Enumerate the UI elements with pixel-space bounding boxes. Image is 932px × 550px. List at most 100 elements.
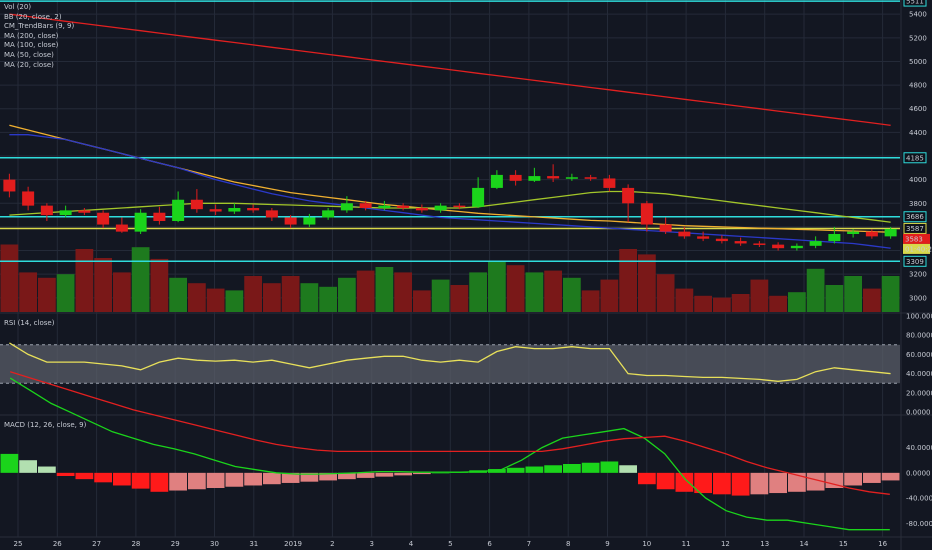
macd-hist-bar: [694, 472, 712, 494]
volume-bar: [319, 286, 337, 312]
macd-hist-bar: [375, 472, 394, 477]
volume-bar: [188, 283, 206, 312]
candle-body: [884, 228, 897, 237]
level-badge-label: 4185: [906, 154, 924, 162]
volume-bar: [450, 285, 469, 312]
candle-body: [509, 174, 522, 181]
legend-vol[interactable]: Vol (20): [4, 3, 32, 11]
volume-bar: [788, 292, 806, 312]
macd-pane: [0, 371, 900, 531]
rsi-line: [9, 342, 891, 382]
volume-bar: [38, 277, 56, 312]
level-badge-label: 3587: [906, 225, 924, 233]
volume-bar: [0, 244, 19, 312]
candle-body: [397, 205, 410, 208]
legend-ma100[interactable]: MA (100, close): [4, 41, 59, 50]
volume-bar: [150, 258, 169, 312]
macd-hist-bar: [525, 466, 544, 473]
volume-bar: [375, 267, 394, 312]
volume-bar: [581, 290, 600, 312]
volume-bar: [244, 276, 262, 312]
candle-body: [359, 203, 372, 208]
macd-hist-bar: [806, 472, 825, 491]
level-badge: [903, 211, 927, 223]
candle-body: [78, 210, 91, 213]
macd-tick-label: 0.0000: [906, 469, 931, 477]
rsi-legend[interactable]: RSI (14, close): [4, 319, 55, 327]
legend-ma200[interactable]: MA (200, close): [4, 31, 59, 40]
rsi-tick-label: 0.0000: [906, 409, 931, 417]
candle-body: [378, 205, 391, 208]
volume-bar: [544, 270, 562, 312]
macd-hist-bar: [788, 472, 806, 492]
candle-body: [284, 217, 297, 225]
macd-hist-bar: [506, 467, 525, 473]
macd-hist-bar: [675, 472, 694, 492]
candle-body: [209, 209, 222, 212]
time-tick-label: 8: [566, 540, 570, 548]
macd-hist-bar: [19, 460, 37, 473]
candle-body: [453, 205, 466, 208]
macd-hist-bar: [713, 472, 731, 495]
rsi-tick-label: 20.0000: [906, 389, 932, 397]
macd-line: [9, 377, 890, 531]
candle-body: [790, 245, 803, 249]
legend-trendbars[interactable]: CM_TrendBars (9, 9): [4, 22, 75, 31]
volume-bar: [769, 295, 787, 312]
macd-hist-bar: [188, 472, 206, 490]
macd-hist-bar: [94, 472, 112, 483]
macd-legend[interactable]: MACD (12, 26, close, 9): [4, 421, 87, 429]
rsi-tick-label: 100.0000: [906, 313, 932, 321]
candle-body: [134, 212, 147, 232]
candle-body: [265, 210, 278, 218]
volume-bar: [694, 295, 712, 312]
legend-ma50[interactable]: MA (50, close): [4, 50, 54, 59]
volume-bar: [488, 261, 506, 312]
candle-body: [697, 236, 710, 239]
candle-body: [153, 212, 166, 221]
candle-body: [547, 176, 560, 179]
price-badge: [903, 233, 930, 244]
volume-bar: [206, 288, 225, 312]
level-badge-label: 5511: [906, 0, 924, 6]
legend-ma20[interactable]: MA (20, close): [4, 60, 54, 69]
candle-body: [847, 231, 860, 234]
volume-bar: [619, 249, 637, 312]
level-badge: [903, 0, 927, 7]
candle-body: [172, 199, 185, 221]
candle-body: [115, 224, 128, 232]
price-tick-label: 3800: [909, 200, 927, 208]
candle-body: [228, 208, 241, 212]
volume-bar: [131, 247, 150, 312]
time-tick-label: 3: [369, 540, 373, 548]
candle-body: [40, 205, 53, 216]
level-badge-label: 3686: [906, 213, 924, 221]
candle-body: [753, 243, 766, 245]
price-badge-label: 01:40:29: [905, 245, 932, 253]
macd-hist-bar: [169, 472, 187, 491]
macd-hist-bar: [394, 472, 412, 476]
macd-hist-bar: [131, 472, 150, 489]
price-tick-label: 4600: [909, 105, 927, 113]
time-tick-label: 9: [605, 540, 609, 548]
candle-body: [434, 205, 447, 211]
ma20-line: [9, 190, 891, 223]
price-tick-label: 5200: [909, 34, 927, 42]
time-tick-label: 26: [53, 540, 62, 548]
macd-hist-bar: [488, 469, 506, 473]
volume-bar: [656, 274, 675, 312]
macd-hist-bar: [225, 472, 244, 487]
price-tick-label: 4800: [909, 82, 927, 90]
macd-hist-bar: [0, 453, 19, 473]
rsi-tick-label: 60.0000: [906, 351, 932, 359]
candle-body: [472, 187, 485, 207]
legend-bb[interactable]: BB (20, close, 2): [4, 12, 62, 21]
candle-body: [809, 241, 822, 246]
macd-hist-bar: [319, 472, 337, 481]
ma200-line: [9, 13, 891, 126]
macd-hist-bar: [581, 462, 600, 473]
price-badge-label: 3583: [905, 235, 923, 243]
volume-bar: [469, 272, 487, 312]
macd-tick-label: -40.0000: [906, 495, 932, 503]
rsi-tick-label: 40.0000: [906, 370, 932, 378]
